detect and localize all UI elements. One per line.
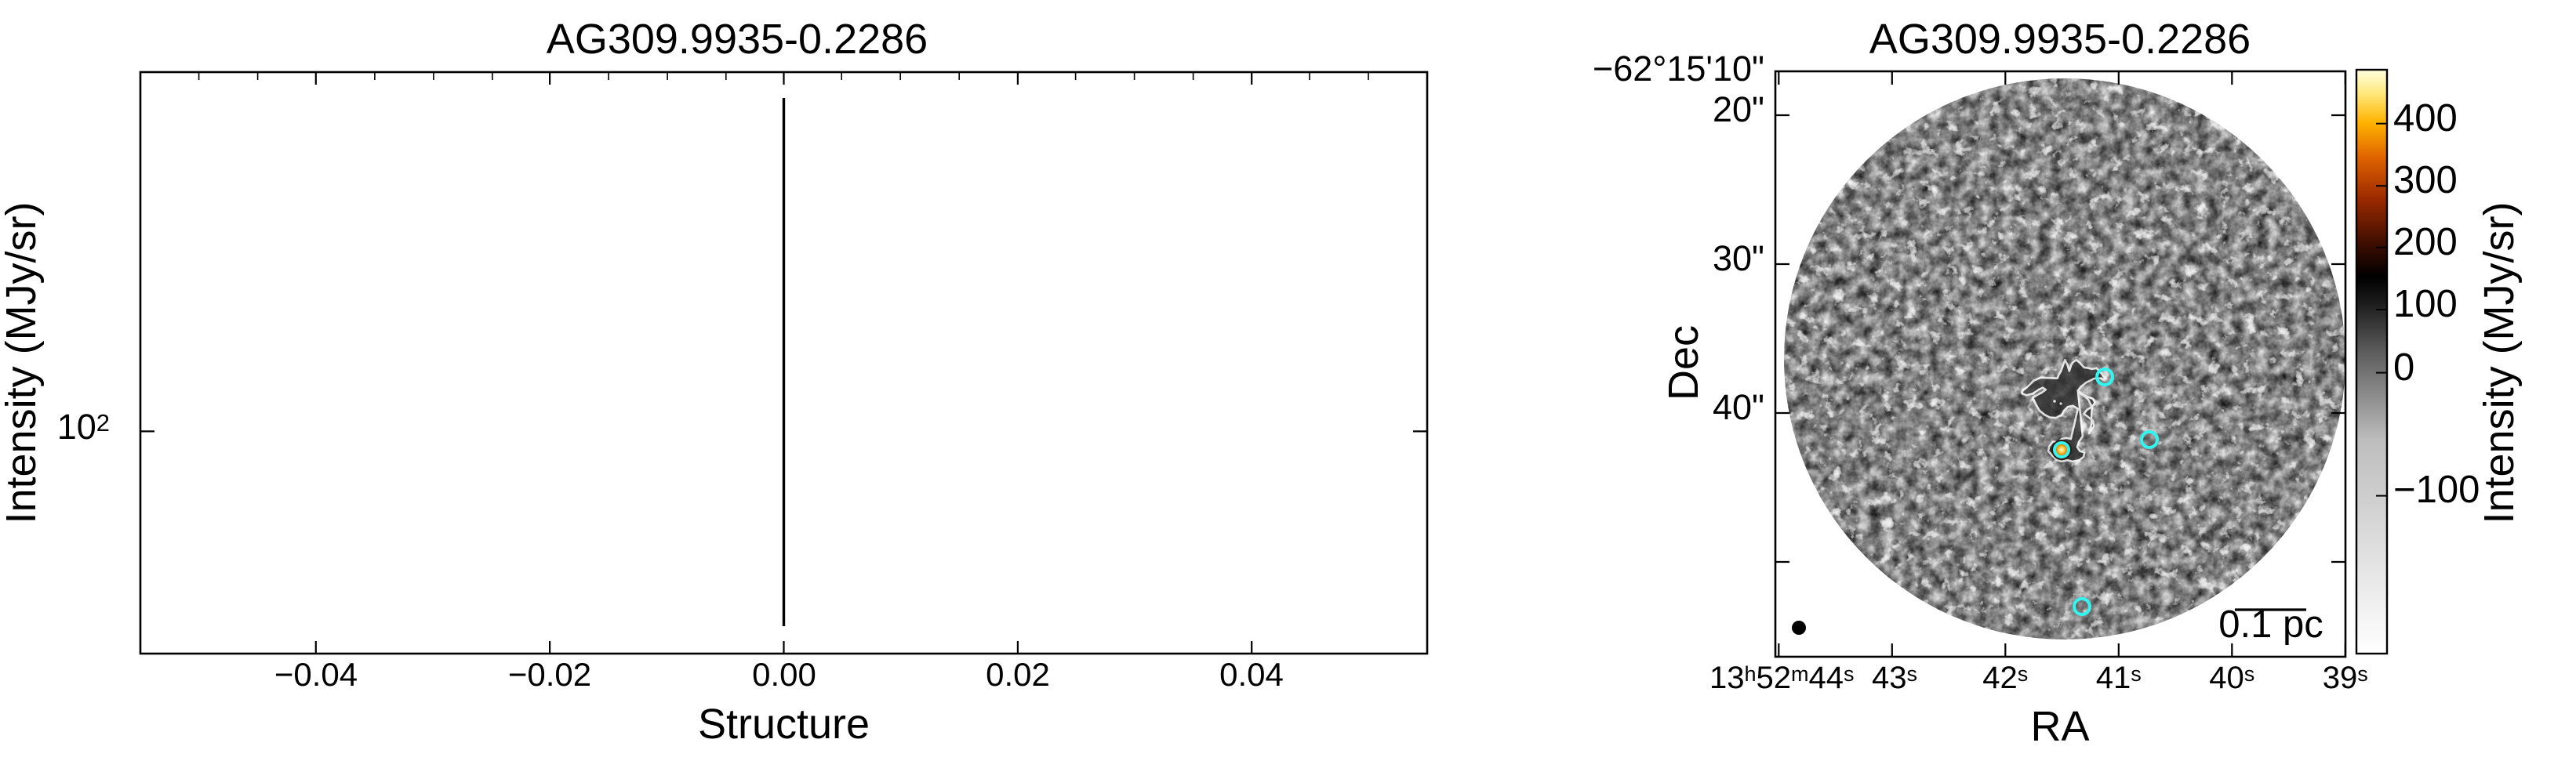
svg-text:13h52m44s: 13h52m44s [1709, 661, 1855, 695]
svg-text:AG309.9935-0.2286: AG309.9935-0.2286 [1869, 16, 2251, 63]
svg-text:102: 102 [57, 407, 110, 447]
svg-text:Dec: Dec [1660, 325, 1707, 400]
svg-text:42s: 42s [1982, 661, 2028, 695]
svg-text:AG309.9935-0.2286: AG309.9935-0.2286 [547, 16, 928, 63]
svg-text:−0.02: −0.02 [508, 656, 591, 693]
svg-text:−62°15'10": −62°15'10" [1593, 49, 1764, 89]
svg-text:40": 40" [1713, 387, 1764, 427]
svg-text:Intensity (MJy/sr): Intensity (MJy/sr) [2476, 201, 2523, 524]
svg-text:39s: 39s [2323, 661, 2368, 695]
svg-text:0.04: 0.04 [1219, 656, 1284, 693]
svg-text:20": 20" [1713, 89, 1764, 129]
svg-text:43s: 43s [1872, 661, 1917, 695]
svg-text:200: 200 [2393, 221, 2458, 263]
svg-text:100: 100 [2393, 283, 2458, 325]
svg-text:30": 30" [1713, 238, 1764, 278]
svg-text:0: 0 [2393, 346, 2414, 389]
svg-text:40s: 40s [2209, 661, 2254, 695]
svg-text:0.02: 0.02 [986, 656, 1050, 693]
svg-text:Intensity (MJy/sr): Intensity (MJy/sr) [0, 201, 45, 524]
svg-text:Structure: Structure [698, 701, 870, 748]
svg-text:300: 300 [2393, 159, 2458, 201]
svg-text:RA: RA [2030, 703, 2089, 750]
svg-text:0.1 pc: 0.1 pc [2218, 603, 2323, 646]
svg-text:0.00: 0.00 [752, 656, 816, 693]
svg-text:−100: −100 [2393, 469, 2480, 511]
svg-text:400: 400 [2393, 97, 2458, 139]
svg-text:−0.04: −0.04 [274, 656, 358, 693]
svg-text:41s: 41s [2096, 661, 2142, 695]
